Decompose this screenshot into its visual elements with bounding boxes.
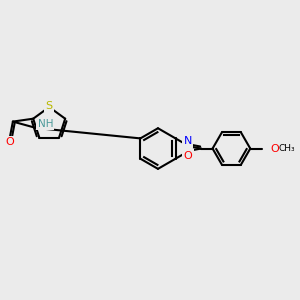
Text: O: O xyxy=(271,143,279,154)
Text: NH: NH xyxy=(38,119,53,129)
Text: S: S xyxy=(46,100,53,111)
Text: N: N xyxy=(184,136,192,146)
Text: O: O xyxy=(184,151,192,161)
Text: O: O xyxy=(6,137,14,147)
Text: CH₃: CH₃ xyxy=(278,144,295,153)
